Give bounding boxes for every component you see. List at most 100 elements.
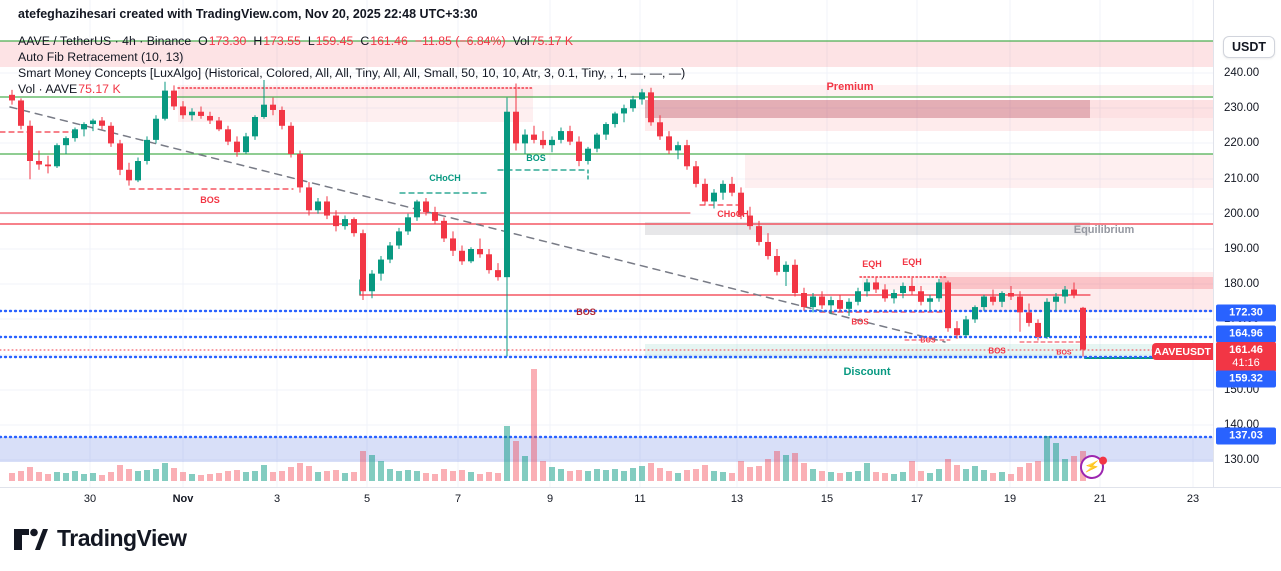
- candle-body: [585, 148, 591, 161]
- volume-bar: [450, 471, 456, 481]
- volume-bar: [972, 466, 978, 481]
- volume-bar: [513, 441, 519, 481]
- zone-supply-right-core: [940, 277, 1213, 289]
- candle-body: [792, 264, 798, 293]
- volume-bar: [702, 465, 708, 481]
- volume-bar: [729, 473, 735, 481]
- volume-bar: [630, 468, 636, 481]
- volume-bar: [252, 471, 258, 481]
- time-tick: Nov: [172, 493, 194, 505]
- symbol-row[interactable]: AAVE / TetherUS · 4h · Binance O173.30 H17…: [18, 33, 685, 49]
- volume-bar: [207, 474, 213, 481]
- volume-bar: [288, 467, 294, 481]
- candle-body: [819, 296, 825, 306]
- volume-bar: [18, 471, 24, 481]
- volume-bar: [855, 471, 861, 481]
- candle-body: [1017, 296, 1023, 313]
- candle-body: [864, 282, 870, 292]
- price-tick: 180.00: [1224, 278, 1260, 290]
- candle-body: [972, 307, 978, 320]
- tradingview-logo-text[interactable]: TradingView: [57, 524, 187, 551]
- price-badge: 137.03: [1216, 427, 1276, 445]
- candle-body: [486, 254, 492, 271]
- candle-body: [351, 219, 357, 234]
- volume-bar: [279, 471, 285, 481]
- time-tick: 17: [910, 493, 924, 505]
- zone-fib-band-top: [0, 41, 1213, 67]
- candle-body: [1080, 307, 1086, 350]
- candle-body: [324, 201, 330, 216]
- volume-bar: [99, 475, 105, 481]
- price-axis[interactable]: USDT 240.00 230.00 220.00 210.00 200.00 190.0…: [1213, 0, 1281, 512]
- candle-body: [855, 291, 861, 302]
- candle-body: [189, 111, 195, 116]
- volume-bar: [117, 465, 123, 481]
- volume-bar: [684, 470, 690, 481]
- candle-body: [621, 108, 627, 114]
- candle-body: [378, 259, 384, 274]
- volume-row-label: Vol · AAVE: [18, 82, 78, 96]
- volume-bar: [171, 468, 177, 481]
- open-value: 173.30: [208, 34, 247, 48]
- candle-body: [126, 169, 132, 181]
- volume-bar: [234, 470, 240, 481]
- candle-body: [954, 328, 960, 336]
- time-tick: 21: [1093, 493, 1107, 505]
- candle-body: [261, 104, 267, 117]
- fib-indicator-row[interactable]: Auto Fib Retracement (10, 13): [18, 50, 184, 64]
- volume-bar: [423, 473, 429, 481]
- volume-bar: [54, 472, 60, 481]
- candle-body: [747, 215, 753, 227]
- symbol-title: AAVE / TetherUS · 4h · Binance: [18, 34, 192, 48]
- candle-body: [513, 111, 519, 144]
- volume-bar: [360, 451, 366, 481]
- volume-bar: [441, 469, 447, 481]
- high-value: 173.55: [263, 34, 301, 48]
- candle-body: [234, 141, 240, 153]
- volume-bar: [1053, 443, 1059, 481]
- candle-body: [153, 118, 159, 140]
- time-tick: 3: [273, 493, 281, 505]
- time-tick: 9: [546, 493, 554, 505]
- volume-bar: [585, 471, 591, 481]
- volume-bar: [405, 470, 411, 481]
- time-tick: 30: [83, 493, 97, 505]
- price-badge: 161.46 41:16: [1216, 342, 1276, 372]
- price-tick: 200.00: [1224, 208, 1260, 220]
- candle-body: [765, 241, 771, 257]
- candle-body: [279, 109, 285, 126]
- zone-supply-nov13: [745, 154, 1213, 188]
- volume-bar: [945, 459, 951, 481]
- volume-bar: [72, 471, 78, 481]
- close-value: 161.46: [370, 34, 408, 48]
- candle-body: [1044, 301, 1050, 337]
- candle-body: [711, 192, 717, 202]
- candle-body: [774, 256, 780, 272]
- volume-bar: [90, 473, 96, 481]
- time-tick: 5: [363, 493, 371, 505]
- time-axis[interactable]: 30 Nov 3 5 7 9 11 13 15 17 19 21 23: [0, 487, 1281, 512]
- candle-body: [387, 245, 393, 260]
- chart-pane[interactable]: Premium Equilibrium Discount BOS CHoCH BOS CHo…: [0, 0, 1213, 487]
- candle-body: [252, 117, 258, 137]
- volume-bar: [189, 474, 195, 481]
- time-tick: 23: [1186, 493, 1200, 505]
- candle-body: [990, 296, 996, 302]
- volume-bar: [666, 471, 672, 481]
- attribution-text: atefeghazihesari created with TradingVie…: [18, 7, 478, 21]
- volume-bar: [900, 472, 906, 481]
- candle-body: [441, 220, 447, 239]
- volume-bar: [873, 472, 879, 481]
- candle-body: [144, 139, 150, 161]
- candle-body: [522, 134, 528, 144]
- currency-toggle-button[interactable]: USDT: [1223, 36, 1275, 58]
- volume-bar: [774, 451, 780, 481]
- volume-indicator-row[interactable]: Vol · AAVE75.17 K: [18, 81, 685, 97]
- volume-bar: [477, 474, 483, 481]
- high-label: H: [253, 34, 263, 48]
- candle-body: [504, 111, 510, 278]
- zone-supply-box-oct31: [178, 88, 533, 122]
- candle-body: [72, 129, 78, 139]
- smc-indicator-row[interactable]: Smart Money Concepts [LuxAlgo] (Historic…: [18, 66, 686, 80]
